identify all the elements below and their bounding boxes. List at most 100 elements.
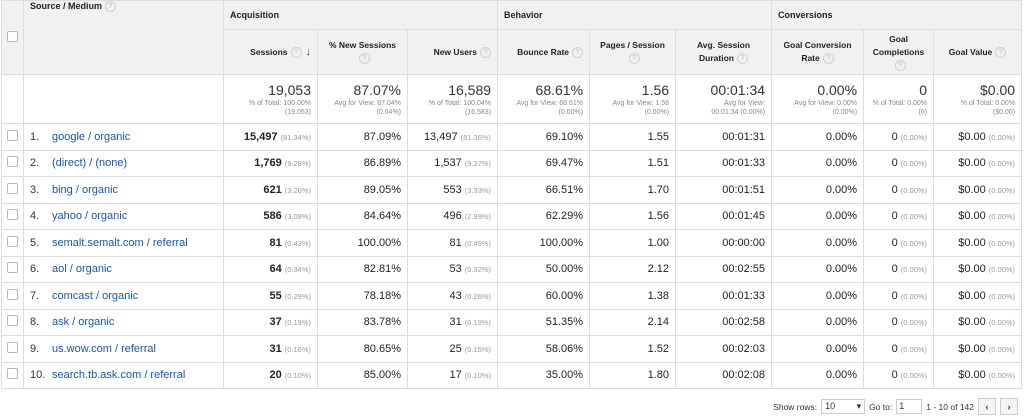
source-link[interactable]: (direct) / (none) <box>52 157 128 170</box>
source-medium-header[interactable]: Source / Medium? <box>23 0 224 75</box>
total-sub: % of Total: 0.00% <box>872 100 928 107</box>
goal-value-value: $0.00 <box>958 183 986 196</box>
table-row: 9. us.wow.com / referral 31 (0.16%) 80.65% 25… <box>1 335 1023 363</box>
show-rows-select[interactable]: 10 ▾ <box>821 399 866 414</box>
avg-duration-header[interactable]: Avg. Session Duration? <box>675 29 773 75</box>
goto-input[interactable]: 1 <box>896 399 923 414</box>
prev-page-button[interactable]: ‹ <box>978 398 996 415</box>
total-sub: (0.00%) <box>644 109 670 116</box>
bounce-rate-cell: 100.00% <box>497 229 591 257</box>
goal-completions-cell: 0 (0.00%) <box>863 149 935 177</box>
help-icon[interactable]: ? <box>480 46 492 58</box>
total-sub: Avg for View: 1.56 <box>612 100 670 107</box>
help-icon[interactable]: ? <box>105 1 117 13</box>
row-checkbox[interactable] <box>7 129 18 141</box>
row-checkbox[interactable] <box>7 368 18 380</box>
select-all-cell[interactable] <box>1 0 24 75</box>
goal-value-cell: $0.00 (0.00%) <box>933 361 1023 389</box>
source-link[interactable]: ask / organic <box>52 316 115 329</box>
help-icon[interactable]: ? <box>358 53 370 65</box>
new-users-value: 13,497 <box>423 130 458 143</box>
row-checkbox-cell[interactable] <box>1 282 24 310</box>
goal-value-header-label: Goal Value <box>948 46 993 57</box>
next-page-button[interactable]: › <box>1000 398 1018 415</box>
source-link[interactable]: semalt.semalt.com / referral <box>52 236 188 249</box>
source-link[interactable]: us.wow.com / referral <box>52 342 156 355</box>
table-row: 3. bing / organic 621 (3.26%) 89.05% 553 (3.33… <box>1 176 1023 204</box>
total-value: 00:01:34 <box>710 82 766 98</box>
goal-completions-header[interactable]: Goal Completions? <box>863 29 935 75</box>
select-all-checkbox[interactable] <box>7 31 18 42</box>
bounce-rate-header[interactable]: Bounce Rate? <box>497 29 591 75</box>
sort-desc-icon[interactable]: ↓ <box>305 45 312 58</box>
total-value: 16,589 <box>448 82 492 98</box>
help-icon[interactable]: ? <box>572 46 584 58</box>
total-value: 87.07% <box>353 82 401 98</box>
goal-completions-value: 0 <box>891 183 898 196</box>
goal-conversion-rate-header[interactable]: Goal Conversion Rate? <box>771 29 865 75</box>
goal-conversion-rate-cell: 0.00% <box>771 176 865 204</box>
row-index: 10. <box>30 369 46 382</box>
row-checkbox[interactable] <box>7 182 18 194</box>
avg-duration-cell: 00:01:31 <box>675 123 773 151</box>
pages-session-cell: 1.51 <box>589 149 677 177</box>
source-link[interactable]: bing / organic <box>52 183 119 196</box>
total-goal-value: $0.00 % of Total: 0.00% ($0.00) <box>933 74 1023 124</box>
pages-session-cell: 1.80 <box>589 361 677 389</box>
sessions-value: 1,769 <box>254 157 282 170</box>
help-icon[interactable]: ? <box>628 53 640 65</box>
goal-value-value: $0.00 <box>958 342 986 355</box>
total-sub: % of Total: 0.00% <box>960 100 1016 107</box>
help-icon[interactable]: ? <box>737 53 748 65</box>
source-link[interactable]: search.tb.ask.com / referral <box>52 369 186 382</box>
total-new-sessions: 87.07% Avg for View: 87.04% (0.04%) <box>317 74 408 124</box>
row-checkbox[interactable] <box>7 288 18 300</box>
goal-completions-value: 0 <box>891 289 898 302</box>
goal-value-header[interactable]: Goal Value? <box>933 29 1023 75</box>
help-icon[interactable]: ? <box>995 46 1007 58</box>
total-sub: ($0.00) <box>992 109 1016 116</box>
new-users-cell: 17 (0.10%) <box>406 361 499 389</box>
pages-session-header[interactable]: Pages / Session? <box>589 29 677 75</box>
sessions-value: 15,497 <box>243 130 278 143</box>
source-link[interactable]: google / organic <box>52 130 131 143</box>
new-users-value: 17 <box>449 369 462 382</box>
bounce-rate-cell: 60.00% <box>497 282 591 310</box>
row-checkbox[interactable] <box>7 209 18 221</box>
total-sub: (0.00%) <box>558 109 584 116</box>
row-checkbox-cell[interactable] <box>1 255 24 283</box>
row-checkbox[interactable] <box>7 315 18 327</box>
row-checkbox[interactable] <box>7 262 18 274</box>
goal-completions-pct: (0.00%) <box>900 291 928 301</box>
source-link[interactable]: aol / organic <box>52 263 112 276</box>
row-index: 5. <box>30 236 40 249</box>
help-icon[interactable]: ? <box>894 59 906 71</box>
row-checkbox-cell[interactable] <box>1 176 24 204</box>
row-checkbox-cell[interactable] <box>1 335 24 363</box>
sessions-header[interactable]: Sessions? ↓ <box>223 29 318 75</box>
new-users-cell: 496 (2.99%) <box>406 202 499 230</box>
row-checkbox-cell[interactable] <box>1 202 24 230</box>
row-index: 4. <box>30 210 40 223</box>
goal-value-pct: (0.00%) <box>988 238 1016 248</box>
source-link[interactable]: comcast / organic <box>52 289 139 302</box>
row-checkbox[interactable] <box>7 341 18 353</box>
table-row: 4. yahoo / organic 586 (3.08%) 84.64% 496 (2.9… <box>1 202 1023 230</box>
row-checkbox-cell[interactable] <box>1 123 24 151</box>
new-users-header[interactable]: New Users? <box>406 29 499 75</box>
new-users-value: 81 <box>449 236 462 249</box>
help-icon[interactable]: ? <box>290 46 302 58</box>
source-link[interactable]: yahoo / organic <box>52 210 128 223</box>
row-checkbox-cell[interactable] <box>1 361 24 389</box>
sessions-pct: (81.34%) <box>280 132 311 142</box>
row-checkbox-cell[interactable] <box>1 149 24 177</box>
row-checkbox[interactable] <box>7 156 18 168</box>
row-checkbox-cell[interactable] <box>1 229 24 257</box>
row-checkbox-cell[interactable] <box>1 308 24 336</box>
bounce-rate-header-label: Bounce Rate <box>517 46 570 57</box>
new-sessions-header[interactable]: % New Sessions? <box>317 29 408 75</box>
help-icon[interactable]: ? <box>822 53 834 65</box>
avg-duration-header-label: Avg. Session Duration <box>696 40 751 63</box>
goal-completions-cell: 0 (0.00%) <box>863 176 935 204</box>
row-checkbox[interactable] <box>7 235 18 247</box>
